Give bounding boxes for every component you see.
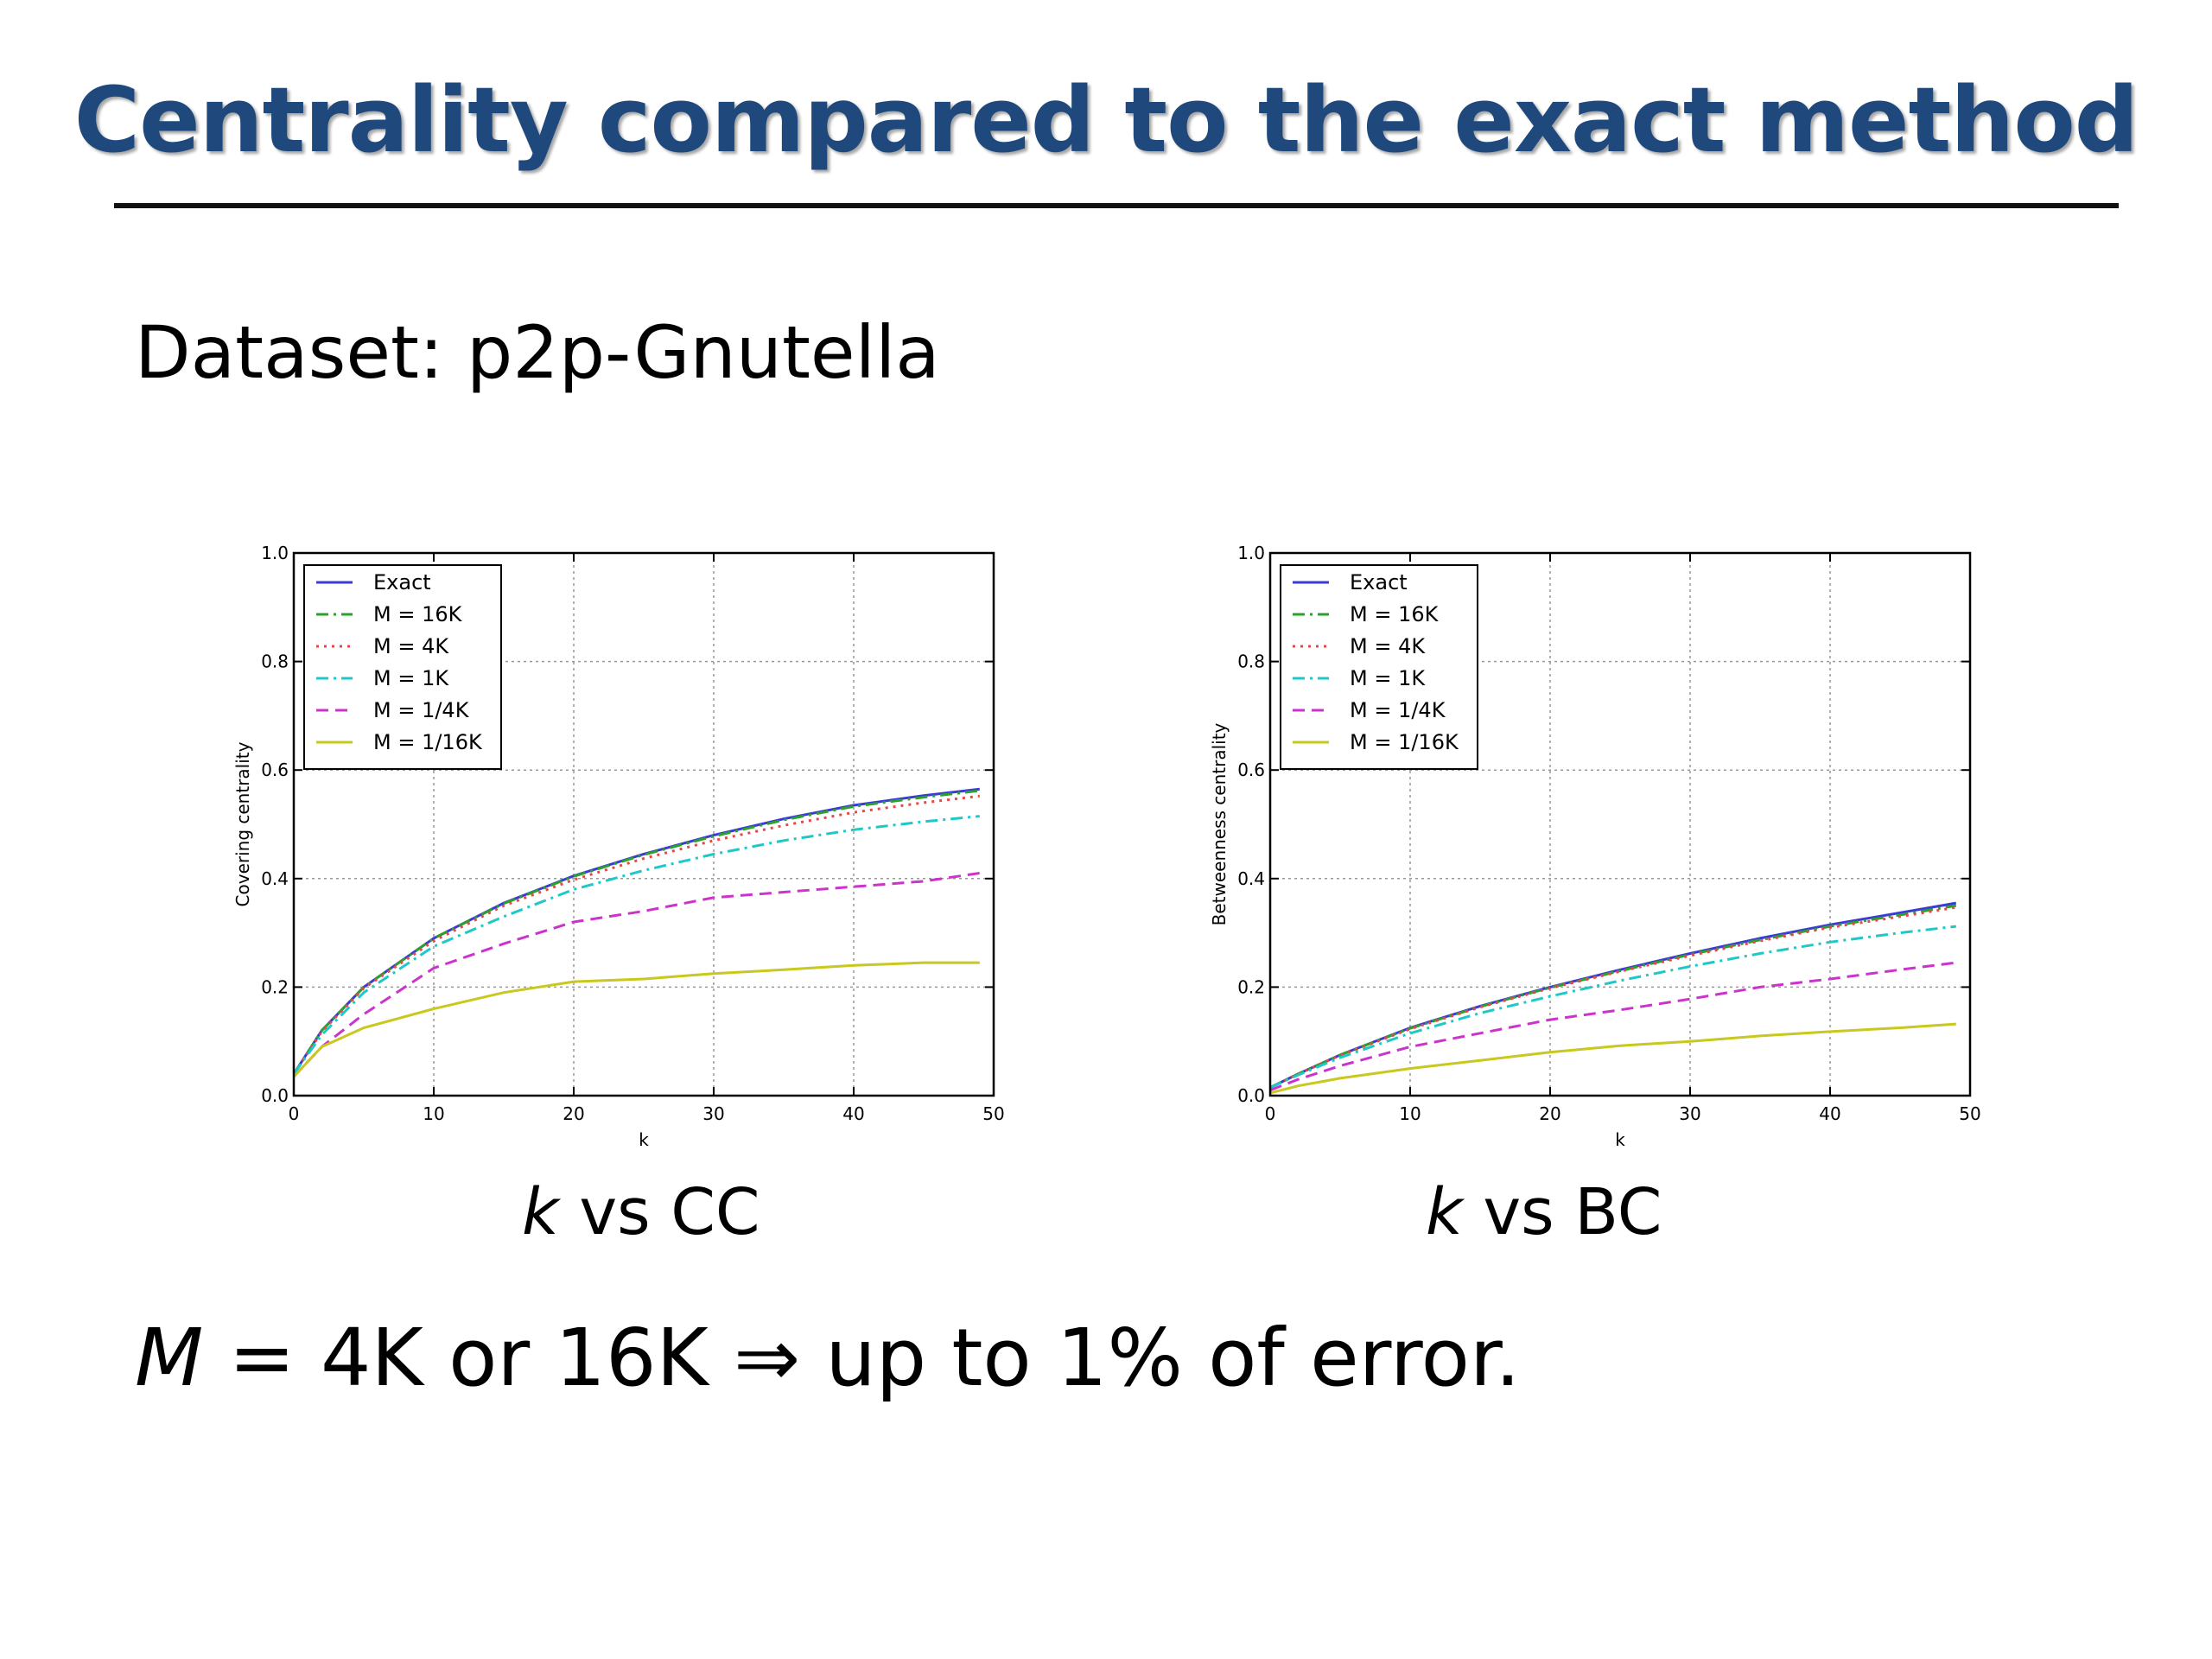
y-tick-label: 0.4 bbox=[1237, 868, 1265, 889]
dataset-label: Dataset: p2p-Gnutella bbox=[135, 310, 940, 395]
caption-left-var: k bbox=[522, 1175, 559, 1249]
x-tick-label: 20 bbox=[563, 1103, 584, 1124]
legend-label: M = 1/4K bbox=[1350, 698, 1446, 722]
series-line-m-4k bbox=[1269, 906, 1957, 1089]
caption-k-vs-bc: k vs BC bbox=[1426, 1175, 1662, 1249]
caption-right-var: k bbox=[1426, 1175, 1463, 1249]
legend-label: M = 1/4K bbox=[373, 698, 470, 722]
legend-label: Exact bbox=[373, 570, 431, 594]
series-line-m-16k bbox=[1269, 904, 1957, 1089]
plot-frame bbox=[1268, 551, 1972, 1097]
caption-k-vs-cc: k vs CC bbox=[522, 1175, 760, 1249]
y-tick-label: 0.8 bbox=[1237, 652, 1265, 672]
x-tick-label: 50 bbox=[982, 1103, 1004, 1124]
x-tick-label: 0 bbox=[1265, 1103, 1276, 1124]
x-tick-label: 40 bbox=[1819, 1103, 1840, 1124]
series-line-exact bbox=[1269, 901, 1957, 1089]
y-tick-label: 0.0 bbox=[261, 1085, 289, 1106]
series-line-m-16k bbox=[292, 789, 980, 1075]
y-tick-label: 0.4 bbox=[261, 868, 289, 889]
x-tick-label: 40 bbox=[842, 1103, 864, 1124]
legend-label: Exact bbox=[1350, 570, 1408, 594]
y-tick-label: 0.2 bbox=[261, 976, 289, 997]
y-tick-label: 1.0 bbox=[1237, 543, 1265, 563]
betweenness-centrality-chart: 0 10 20 30 40 50 0.0 0.2 0.4 0.6 0.8 1.0 k Betweennes… bbox=[1209, 543, 1981, 1149]
x-tick-label: 10 bbox=[423, 1103, 444, 1124]
legend-box bbox=[1280, 564, 1478, 770]
x-axis-label: k bbox=[1615, 1129, 1625, 1149]
covering-centrality-chart: 0 10 20 30 40 50 0.0 0.2 0.4 0.6 0.8 1.0 k Covering c… bbox=[232, 543, 1005, 1149]
series-line-m-1-4k bbox=[1269, 961, 1956, 1092]
legend-label: M = 4K bbox=[1350, 634, 1426, 658]
y-tick-label: 0.6 bbox=[1237, 760, 1265, 780]
y-axis-label: Covering centrality bbox=[232, 741, 253, 906]
x-tick-label: 0 bbox=[289, 1103, 300, 1124]
legend: Exact M = 16K M = 4K M = 1K M = 1/4K M = 1/16… bbox=[303, 564, 502, 770]
x-tick-label: 10 bbox=[1399, 1103, 1421, 1124]
x-tick-label: 20 bbox=[1539, 1103, 1560, 1124]
series-line-m-1-16k bbox=[292, 961, 980, 1078]
x-axis-label: k bbox=[639, 1129, 649, 1149]
series-line-m-1-16k bbox=[1269, 1022, 1956, 1095]
title-underline bbox=[114, 203, 2119, 208]
x-tick-label: 50 bbox=[1959, 1103, 1980, 1124]
error-statement-text: = 4K or 16K ⇒ up to 1% of error. bbox=[203, 1312, 1521, 1404]
error-statement: M = 4K or 16K ⇒ up to 1% of error. bbox=[135, 1312, 1521, 1404]
legend-label: M = 1K bbox=[1350, 666, 1426, 690]
legend-label: M = 1/16K bbox=[373, 730, 483, 754]
x-tick-label: 30 bbox=[702, 1103, 724, 1124]
y-tick-label: 1.0 bbox=[261, 543, 289, 563]
legend-box bbox=[303, 564, 502, 770]
series-line-m-1k bbox=[292, 815, 980, 1075]
caption-right-text: vs BC bbox=[1462, 1175, 1662, 1249]
caption-left-text: vs CC bbox=[558, 1175, 760, 1249]
legend-label: M = 1K bbox=[373, 666, 449, 690]
y-tick-label: 0.8 bbox=[261, 652, 289, 672]
slide-title: Centrality compared to the exact method bbox=[73, 67, 2139, 173]
legend-label: M = 4K bbox=[373, 634, 449, 658]
series-line-m-1k bbox=[1269, 925, 1956, 1089]
legend-label: M = 16K bbox=[373, 602, 463, 626]
y-tick-label: 0.6 bbox=[261, 760, 289, 780]
series-line-exact bbox=[292, 787, 980, 1075]
y-tick-label: 0.0 bbox=[1237, 1085, 1265, 1106]
error-statement-var: M bbox=[135, 1312, 204, 1404]
y-axis-label: Betweenness centrality bbox=[1209, 722, 1230, 925]
plot-frame bbox=[292, 551, 995, 1097]
x-tick-label: 30 bbox=[1679, 1103, 1700, 1124]
series-line-m-1-4k bbox=[292, 872, 981, 1078]
y-tick-label: 0.2 bbox=[1237, 976, 1265, 997]
series-line-m-4k bbox=[292, 794, 980, 1075]
legend: Exact M = 16K M = 4K M = 1K M = 1/4K M = 1/16… bbox=[1280, 564, 1478, 770]
legend-label: M = 1/16K bbox=[1350, 730, 1459, 754]
legend-label: M = 16K bbox=[1350, 602, 1440, 626]
